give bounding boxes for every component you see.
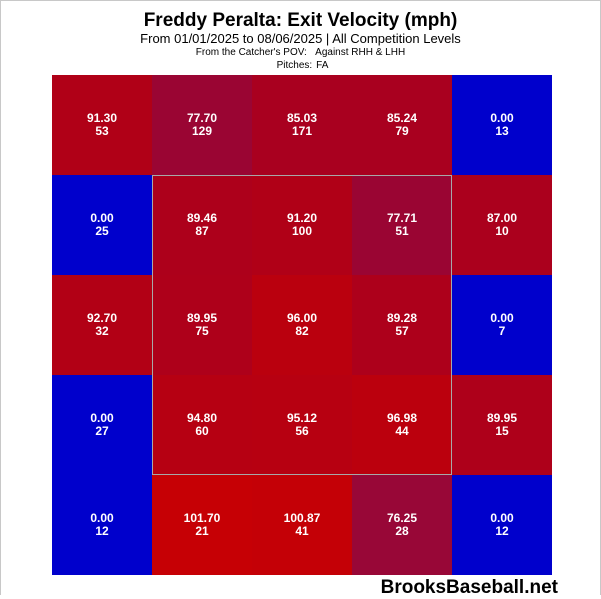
cell-value-label: 89.46 xyxy=(186,211,218,225)
cell-count-label: 13 xyxy=(495,124,509,138)
cell-count-label: 21 xyxy=(195,524,209,538)
cell-value-label: 91.20 xyxy=(286,211,318,225)
cell-count-label: 56 xyxy=(295,424,309,438)
pov-value: Against RHH & LHH xyxy=(315,47,406,58)
cell-count-label: 129 xyxy=(191,124,213,138)
pov-line: From the Catcher's POV: Against RHH & LH… xyxy=(1,47,600,58)
cell-value-label: 94.80 xyxy=(186,411,218,425)
pitches-line: Pitches: FA xyxy=(1,60,600,71)
heatmap-cell: 100.87 41 xyxy=(252,475,352,575)
cell-value-label: 77.71 xyxy=(386,211,418,225)
heatmap-cell: 89.95 15 xyxy=(452,375,552,475)
brand-watermark: BrooksBaseball.net xyxy=(380,577,558,598)
cell-value-label: 85.03 xyxy=(286,111,318,125)
heatmap-cell: 91.30 53 xyxy=(52,75,152,175)
heatmap-cell: 101.70 21 xyxy=(152,475,252,575)
heatmap-cell: 77.71 51 xyxy=(352,175,452,275)
cell-value-label: 0.00 xyxy=(490,511,514,525)
cell-count-label: 87 xyxy=(195,224,209,238)
heatmap-cell: 96.00 82 xyxy=(252,275,352,375)
cell-value-label: 101.70 xyxy=(183,511,221,525)
cell-value-label: 77.70 xyxy=(186,111,218,125)
heatmap-cell: 92.70 32 xyxy=(52,275,152,375)
cell-count-label: 171 xyxy=(291,124,313,138)
heatmap-cell: 89.95 75 xyxy=(152,275,252,375)
cell-count-label: 41 xyxy=(295,524,309,538)
heatmap-cell: 91.20 100 xyxy=(252,175,352,275)
heatmap-cell: 0.00 12 xyxy=(452,475,552,575)
heatmap-grid: 91.30 53 77.70 129 85.03 171 85.24 79 0.00 13 0.00… xyxy=(52,75,552,575)
pov-label: From the Catcher's POV: xyxy=(195,47,307,58)
cell-count-label: 15 xyxy=(495,424,509,438)
cell-count-label: 12 xyxy=(495,524,509,538)
heatmap-cell: 89.28 57 xyxy=(352,275,452,375)
heatmap-cell: 85.24 79 xyxy=(352,75,452,175)
cell-value-label: 76.25 xyxy=(386,511,418,525)
cell-count-label: 82 xyxy=(295,324,309,338)
cell-count-label: 79 xyxy=(395,124,409,138)
cell-count-label: 100 xyxy=(291,224,313,238)
cell-value-label: 85.24 xyxy=(386,111,418,125)
heatmap-cell: 96.98 44 xyxy=(352,375,452,475)
heatmap-cell: 0.00 27 xyxy=(52,375,152,475)
cell-value-label: 95.12 xyxy=(286,411,318,425)
heatmap-cell: 0.00 25 xyxy=(52,175,152,275)
heatmap-cell: 0.00 12 xyxy=(52,475,152,575)
pitches-value: FA xyxy=(316,60,329,71)
cell-count-label: 57 xyxy=(395,324,409,338)
cell-value-label: 96.98 xyxy=(386,411,418,425)
cell-count-label: 44 xyxy=(395,424,409,438)
cell-count-label: 25 xyxy=(95,224,109,238)
pitches-label: Pitches: xyxy=(276,60,313,71)
heatmap-cell: 77.70 129 xyxy=(152,75,252,175)
heatmap-cell: 87.00 10 xyxy=(452,175,552,275)
cell-value-label: 89.95 xyxy=(486,411,518,425)
cell-value-label: 87.00 xyxy=(486,211,518,225)
cell-count-label: 12 xyxy=(95,524,109,538)
cell-value-label: 0.00 xyxy=(490,111,514,125)
cell-value-label: 100.87 xyxy=(283,511,321,525)
chart-subtitle: From 01/01/2025 to 08/06/2025 | All Comp… xyxy=(140,31,461,46)
heatmap-cell: 89.46 87 xyxy=(152,175,252,275)
cell-count-label: 51 xyxy=(395,224,409,238)
cell-count-label: 7 xyxy=(498,324,506,338)
heatmap-cell: 85.03 171 xyxy=(252,75,352,175)
heatmap-cell: 0.00 13 xyxy=(452,75,552,175)
heatmap-cell: 76.25 28 xyxy=(352,475,452,575)
cell-value-label: 0.00 xyxy=(90,411,114,425)
cell-count-label: 32 xyxy=(95,324,109,338)
cell-value-label: 92.70 xyxy=(86,311,118,325)
chart-title: Freddy Peralta: Exit Velocity (mph) xyxy=(143,10,458,31)
cell-count-label: 75 xyxy=(195,324,209,338)
heatmap-cell: 94.80 60 xyxy=(152,375,252,475)
cell-value-label: 89.28 xyxy=(386,311,418,325)
heatmap-cell: 95.12 56 xyxy=(252,375,352,475)
heatmap-cell: 0.00 7 xyxy=(452,275,552,375)
cell-value-label: 0.00 xyxy=(90,211,114,225)
cell-value-label: 0.00 xyxy=(90,511,114,525)
cell-count-label: 28 xyxy=(395,524,409,538)
cell-count-label: 10 xyxy=(495,224,509,238)
cell-value-label: 0.00 xyxy=(490,311,514,325)
cell-count-label: 53 xyxy=(95,124,109,138)
cell-value-label: 96.00 xyxy=(286,311,318,325)
cell-value-label: 89.95 xyxy=(186,311,218,325)
cell-count-label: 60 xyxy=(195,424,209,438)
cell-count-label: 27 xyxy=(95,424,109,438)
cell-value-label: 91.30 xyxy=(86,111,118,125)
